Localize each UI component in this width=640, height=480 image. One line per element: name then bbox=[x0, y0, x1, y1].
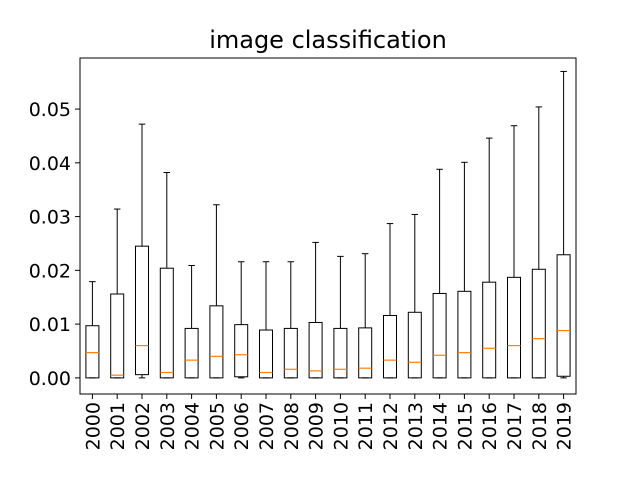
box-2001 bbox=[110, 208, 125, 379]
box-2004 bbox=[184, 265, 199, 379]
box-iqr bbox=[159, 267, 174, 379]
box-2003 bbox=[159, 172, 174, 379]
box-iqr bbox=[333, 327, 348, 379]
box-2015 bbox=[457, 161, 472, 379]
x-tick-label: 2015 bbox=[454, 402, 476, 450]
box-iqr bbox=[531, 268, 546, 379]
box-2000 bbox=[85, 281, 100, 379]
x-tick-label: 2005 bbox=[206, 402, 228, 450]
box-iqr bbox=[556, 254, 571, 377]
box-iqr bbox=[407, 311, 422, 379]
box-iqr bbox=[358, 327, 373, 379]
box-2018 bbox=[531, 106, 546, 379]
box-iqr bbox=[308, 321, 323, 379]
box-iqr bbox=[507, 276, 521, 379]
x-tick-label: 2011 bbox=[355, 402, 377, 450]
box-2009 bbox=[308, 241, 323, 379]
x-tick-label: 2000 bbox=[82, 402, 104, 450]
box-2011 bbox=[358, 253, 373, 379]
x-tick-label: 2008 bbox=[281, 402, 303, 450]
box-iqr bbox=[383, 315, 397, 379]
box-2007 bbox=[259, 261, 273, 379]
y-tick-label: 0.03 bbox=[29, 207, 71, 229]
plot-area bbox=[85, 70, 571, 379]
box-2014 bbox=[432, 168, 447, 379]
box-2016 bbox=[482, 137, 497, 379]
x-tick-label: 2014 bbox=[430, 402, 452, 450]
x-tick-label: 2009 bbox=[306, 402, 328, 450]
plot-frame bbox=[79, 57, 577, 395]
x-tick-label: 2018 bbox=[529, 402, 551, 450]
box-iqr bbox=[110, 293, 125, 379]
y-tick-label: 0.05 bbox=[29, 99, 71, 121]
box-iqr bbox=[135, 245, 149, 376]
box-2002 bbox=[135, 123, 149, 379]
box-iqr bbox=[85, 325, 100, 379]
x-tick-label: 2001 bbox=[107, 402, 129, 450]
chart-title: image classification bbox=[209, 26, 447, 54]
box-2019 bbox=[556, 70, 571, 379]
x-tick-label: 2019 bbox=[554, 402, 576, 450]
box-2012 bbox=[383, 223, 397, 379]
y-tick-label: 0.02 bbox=[29, 260, 71, 282]
x-tick-label: 2007 bbox=[256, 402, 278, 450]
box-2010 bbox=[333, 255, 348, 379]
x-tick-label: 2004 bbox=[182, 402, 204, 450]
x-tick-label: 2016 bbox=[479, 402, 501, 450]
box-2006 bbox=[234, 261, 249, 379]
box-iqr bbox=[457, 290, 472, 379]
box-iqr bbox=[482, 281, 497, 379]
x-tick-label: 2013 bbox=[405, 402, 427, 450]
x-tick-label: 2002 bbox=[132, 402, 154, 450]
x-tick-label: 2003 bbox=[157, 402, 179, 450]
x-tick-label: 2010 bbox=[330, 402, 352, 450]
box-iqr bbox=[283, 327, 298, 379]
y-tick-label: 0.01 bbox=[29, 314, 71, 336]
box-iqr bbox=[432, 292, 447, 379]
y-axis: 0.00 0.01 0.02 0.03 0.04 0.05 bbox=[29, 99, 80, 390]
y-tick-label: 0.00 bbox=[29, 368, 71, 390]
box-iqr bbox=[234, 324, 249, 378]
x-axis: 2000 2001 2002 2003 2004 2005 2006 2007 2008 2009… bbox=[82, 394, 576, 450]
box-iqr bbox=[209, 305, 224, 379]
x-tick-label: 2012 bbox=[380, 402, 402, 450]
box-2008 bbox=[283, 261, 298, 379]
x-tick-label: 2006 bbox=[231, 402, 253, 450]
box-2013 bbox=[407, 213, 422, 379]
box-iqr bbox=[184, 327, 199, 379]
box-iqr bbox=[259, 329, 273, 379]
x-tick-label: 2017 bbox=[504, 402, 526, 450]
y-tick-label: 0.04 bbox=[29, 153, 71, 175]
box-2005 bbox=[209, 204, 224, 379]
box-2017 bbox=[507, 125, 521, 379]
